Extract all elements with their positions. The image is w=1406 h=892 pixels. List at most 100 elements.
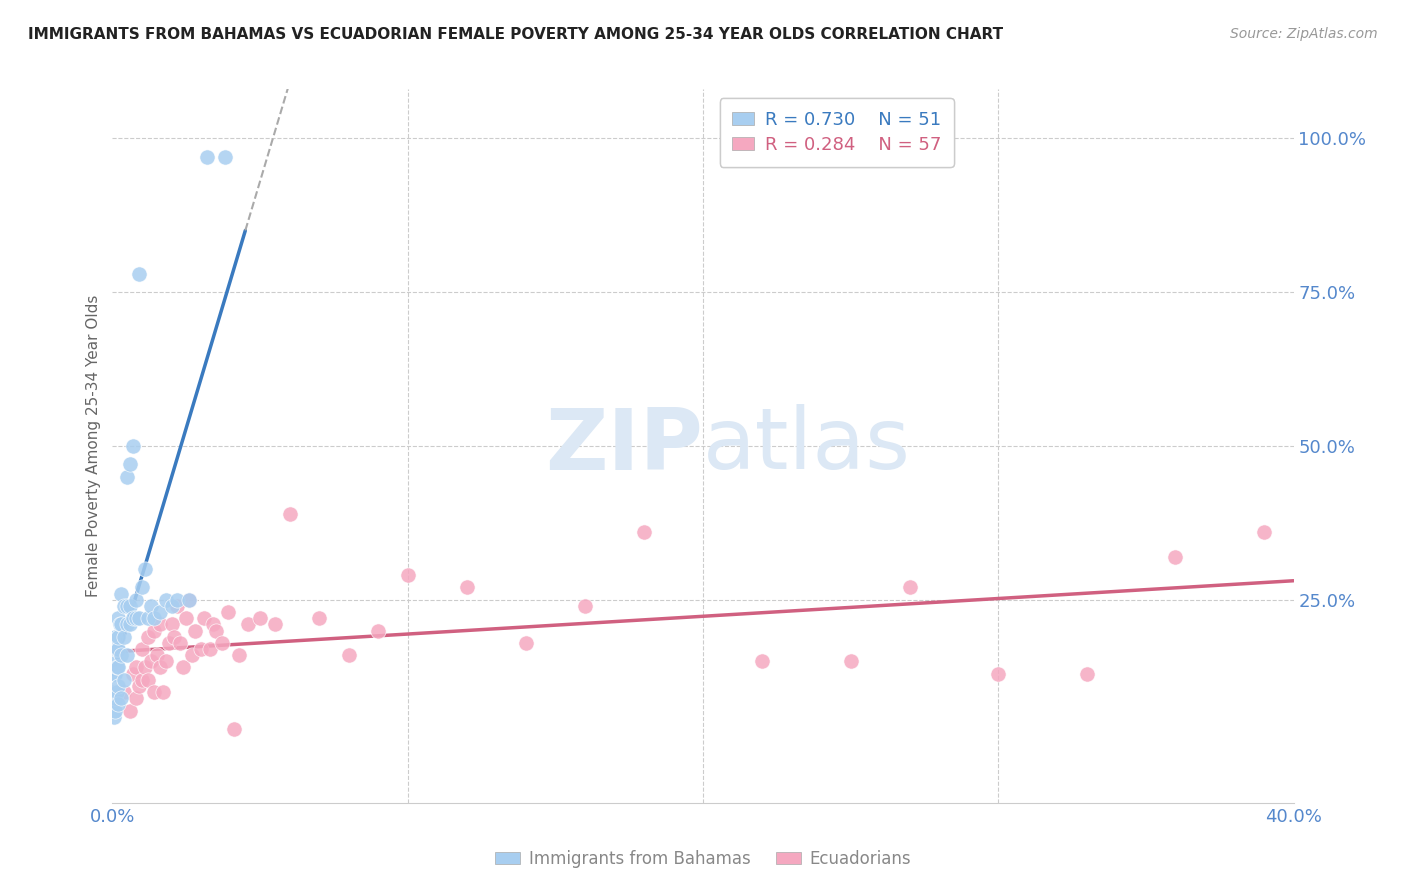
Point xyxy=(166,592,188,607)
Point xyxy=(134,660,156,674)
Point xyxy=(146,648,169,662)
Point xyxy=(142,685,165,699)
Point xyxy=(142,624,165,638)
Point xyxy=(112,685,135,699)
Point xyxy=(107,698,129,712)
Point xyxy=(125,592,148,607)
Point xyxy=(160,599,183,613)
Point xyxy=(1253,525,1275,540)
Point xyxy=(157,636,180,650)
Point xyxy=(112,630,135,644)
Point xyxy=(160,617,183,632)
Point xyxy=(108,617,131,632)
Point xyxy=(120,599,142,613)
Point xyxy=(249,611,271,625)
Point xyxy=(117,617,138,632)
Point xyxy=(1076,666,1098,681)
Point xyxy=(104,691,127,706)
Point xyxy=(228,648,250,662)
Point xyxy=(633,525,655,540)
Point xyxy=(751,654,773,668)
Point xyxy=(898,581,921,595)
Point xyxy=(515,636,537,650)
Point xyxy=(117,469,138,483)
Point xyxy=(117,648,138,662)
Point xyxy=(107,679,129,693)
Text: IMMIGRANTS FROM BAHAMAS VS ECUADORIAN FEMALE POVERTY AMONG 25-34 YEAR OLDS CORRE: IMMIGRANTS FROM BAHAMAS VS ECUADORIAN FE… xyxy=(28,27,1004,42)
Point xyxy=(105,685,128,699)
Point xyxy=(104,666,127,681)
Point xyxy=(214,150,236,164)
Point xyxy=(120,617,142,632)
Point xyxy=(987,666,1010,681)
Point xyxy=(120,458,142,472)
Point xyxy=(125,611,148,625)
Point xyxy=(120,704,142,718)
Point xyxy=(179,592,201,607)
Point xyxy=(104,642,127,657)
Point xyxy=(104,704,127,718)
Point xyxy=(136,611,159,625)
Point xyxy=(122,439,145,453)
Point xyxy=(112,599,135,613)
Point xyxy=(139,599,162,613)
Point xyxy=(174,611,197,625)
Point xyxy=(238,617,260,632)
Point xyxy=(112,673,135,687)
Point xyxy=(128,611,150,625)
Point xyxy=(131,673,153,687)
Point xyxy=(1164,549,1187,564)
Point xyxy=(125,660,148,674)
Point xyxy=(149,660,172,674)
Point xyxy=(222,722,245,736)
Point xyxy=(131,642,153,657)
Text: atlas: atlas xyxy=(703,404,911,488)
Point xyxy=(110,648,132,662)
Point xyxy=(190,642,212,657)
Point xyxy=(125,691,148,706)
Point xyxy=(110,691,132,706)
Point xyxy=(110,587,132,601)
Point xyxy=(152,685,174,699)
Point xyxy=(122,666,145,681)
Point xyxy=(396,568,419,582)
Point xyxy=(166,599,188,613)
Point xyxy=(308,611,330,625)
Point xyxy=(107,642,129,657)
Point xyxy=(104,666,127,681)
Point xyxy=(184,624,207,638)
Point xyxy=(155,654,177,668)
Point xyxy=(122,611,145,625)
Y-axis label: Female Poverty Among 25-34 Year Olds: Female Poverty Among 25-34 Year Olds xyxy=(86,295,101,597)
Point xyxy=(198,642,221,657)
Legend: R = 0.730    N = 51, R = 0.284    N = 57: R = 0.730 N = 51, R = 0.284 N = 57 xyxy=(720,98,953,167)
Point xyxy=(367,624,389,638)
Point xyxy=(107,630,129,644)
Point xyxy=(149,617,172,632)
Point xyxy=(105,660,128,674)
Point xyxy=(134,562,156,576)
Point xyxy=(149,605,172,619)
Text: ZIP: ZIP xyxy=(546,404,703,488)
Point xyxy=(136,630,159,644)
Point xyxy=(103,685,125,699)
Point xyxy=(128,267,150,281)
Point xyxy=(172,660,194,674)
Point xyxy=(169,636,191,650)
Point xyxy=(163,630,186,644)
Point xyxy=(139,654,162,668)
Point xyxy=(839,654,862,668)
Point xyxy=(217,605,239,619)
Point xyxy=(179,592,201,607)
Point xyxy=(103,709,125,723)
Point xyxy=(104,654,127,668)
Point xyxy=(142,611,165,625)
Point xyxy=(105,642,128,657)
Point xyxy=(136,673,159,687)
Point xyxy=(155,592,177,607)
Point xyxy=(104,630,127,644)
Point xyxy=(107,660,129,674)
Point xyxy=(193,611,215,625)
Point xyxy=(337,648,360,662)
Point xyxy=(195,150,218,164)
